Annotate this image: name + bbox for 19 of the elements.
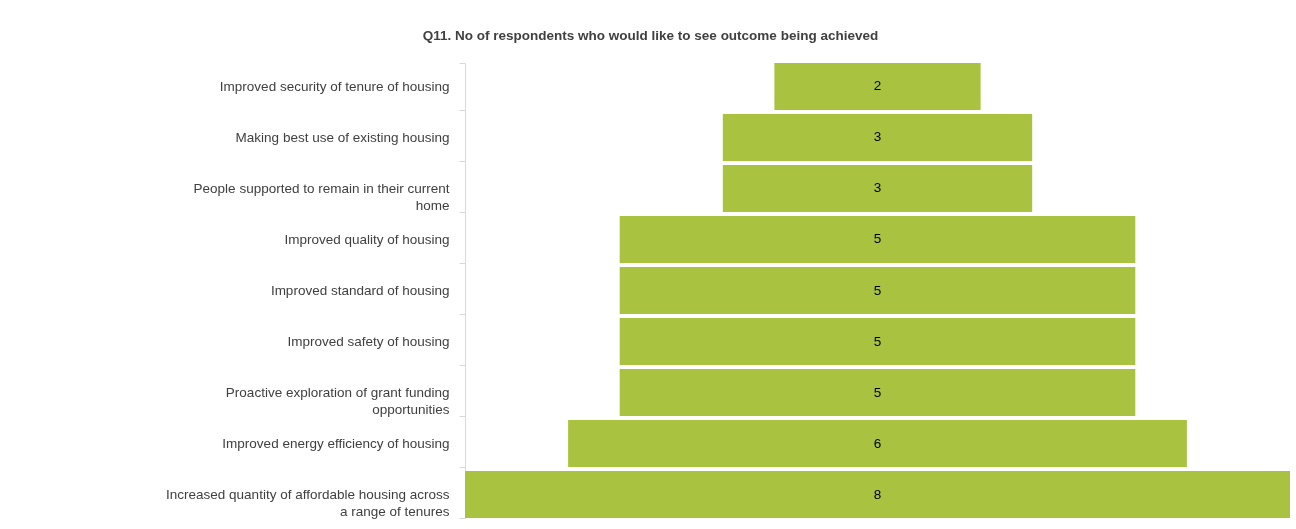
data-label: 5 [873, 333, 882, 349]
data-label: 5 [873, 384, 882, 400]
category-label: Improved quality of housing [284, 231, 450, 247]
data-label: 8 [873, 486, 882, 502]
category-label: Making best use of existing housing [235, 129, 450, 145]
category-label: People supported to remain in their current home [193, 180, 450, 213]
data-label: 5 [873, 231, 882, 247]
data-label: 2 [873, 78, 882, 94]
category-label: Increased quantity of affordable housing across a range of tenures [166, 487, 450, 520]
data-label: 5 [873, 282, 882, 298]
category-label: Improved energy efficiency of housing [222, 436, 450, 452]
category-label: Improved security of tenure of housing [219, 78, 450, 94]
category-label: Improved safety of housing [287, 334, 450, 350]
category-label: Improved standard of housing [270, 283, 450, 298]
data-label: 3 [873, 180, 882, 196]
data-label: 6 [873, 435, 882, 451]
data-label: 3 [873, 129, 882, 145]
category-label: Proactive exploration of grant funding opportunities [225, 385, 450, 418]
text: Q11. No of respondents who would like to see outcome being achieved [422, 27, 879, 43]
